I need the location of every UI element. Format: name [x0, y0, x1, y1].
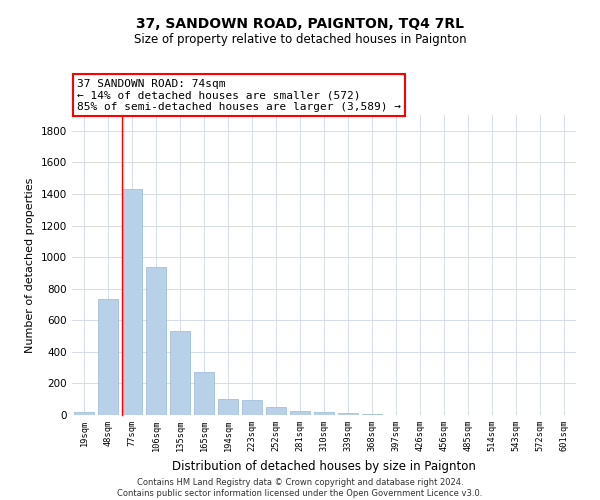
Text: 37, SANDOWN ROAD, PAIGNTON, TQ4 7RL: 37, SANDOWN ROAD, PAIGNTON, TQ4 7RL [136, 18, 464, 32]
Bar [98, 299, 118, 415]
Text: 37 SANDOWN ROAD: 74sqm
← 14% of detached houses are smaller (572)
85% of semi-de: 37 SANDOWN ROAD: 74sqm ← 14% of detached… [77, 79, 401, 112]
Bar [242, 400, 262, 415]
Bar [338, 414, 358, 415]
Bar [266, 407, 286, 415]
Bar [362, 414, 382, 415]
Text: Contains HM Land Registry data © Crown copyright and database right 2024.
Contai: Contains HM Land Registry data © Crown c… [118, 478, 482, 498]
Bar [146, 268, 166, 415]
Bar [74, 412, 94, 415]
Bar [170, 332, 190, 415]
Bar [290, 410, 310, 415]
X-axis label: Distribution of detached houses by size in Paignton: Distribution of detached houses by size … [172, 460, 476, 472]
Y-axis label: Number of detached properties: Number of detached properties [25, 178, 35, 352]
Bar [122, 189, 142, 415]
Text: Size of property relative to detached houses in Paignton: Size of property relative to detached ho… [134, 32, 466, 46]
Bar [218, 398, 238, 415]
Bar [314, 412, 334, 415]
Bar [194, 372, 214, 415]
